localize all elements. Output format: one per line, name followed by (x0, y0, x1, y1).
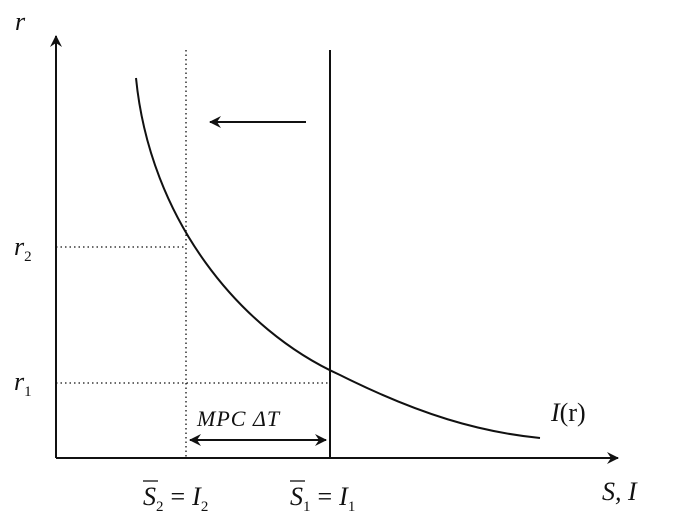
y-tick-r2: r2 (14, 232, 32, 265)
x-tick-s1-i1: S1 = I1 (290, 480, 355, 515)
y-tick-r1: r1 (14, 367, 32, 400)
mpc-delta-t-label: MPC ΔT (196, 406, 281, 431)
x-axis-label: S, I (602, 477, 638, 506)
svg-text:S2=I2: S2 = I2 (143, 482, 208, 515)
x-tick-s2-i2: S2 = I2 (143, 480, 208, 515)
investment-curve-label: I(r) (550, 398, 586, 427)
investment-curve (135, 77, 541, 439)
y-axis-label: r (15, 7, 26, 36)
svg-text:S1=I1: S1 = I1 (290, 482, 355, 515)
